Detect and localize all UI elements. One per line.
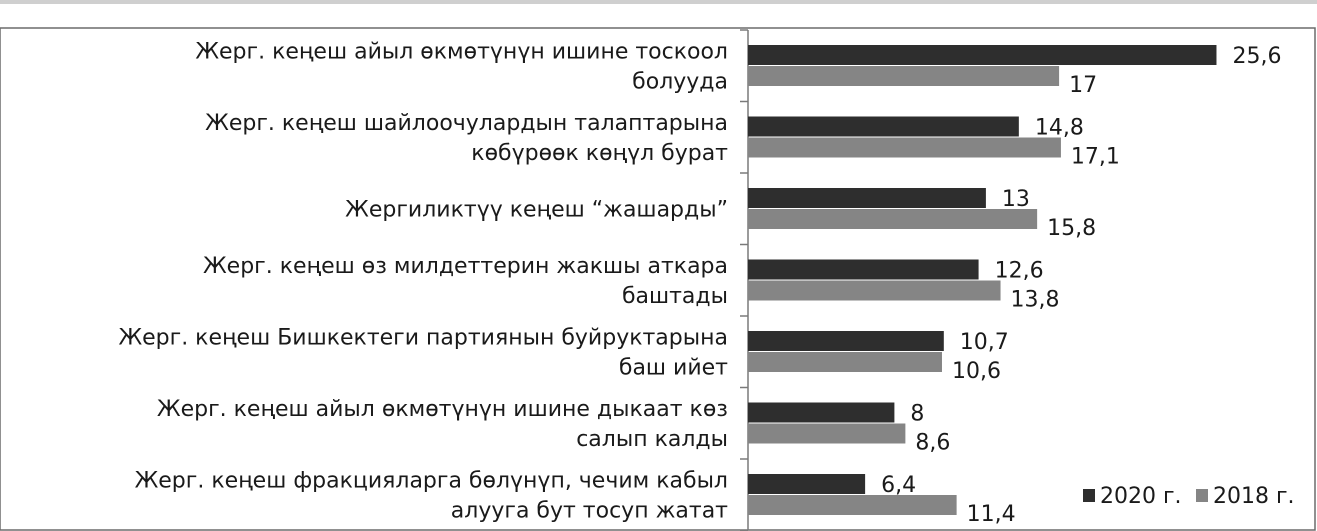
value-label-2018: 17 bbox=[1069, 73, 1097, 98]
value-label-2018: 13,8 bbox=[1011, 288, 1060, 313]
category-label: Жерг. кеңеш өз милдеттерин жакшы аткара б… bbox=[203, 254, 728, 309]
value-label-2018: 15,8 bbox=[1047, 216, 1096, 241]
category-label: Жерг. кеңеш айыл өкмөтүнүн ишине тоскоол… bbox=[195, 40, 728, 95]
value-label-2018: 10,6 bbox=[952, 359, 1001, 384]
bar-2018 bbox=[748, 137, 1061, 158]
legend-label-2020: 2020 г. bbox=[1100, 484, 1182, 509]
category-label-line: Жерг. кеңеш айыл өкмөтүнүн ишине дыкаат … bbox=[157, 397, 728, 422]
legend: 2020 г. 2018 г. bbox=[1083, 484, 1295, 509]
value-label-2020: 25,6 bbox=[1232, 44, 1281, 69]
category-label-line: Жерг. кеңеш өз милдеттерин жакшы аткара bbox=[203, 254, 728, 279]
value-label-2020: 8 bbox=[910, 402, 924, 427]
category-label-line: Жергиликтүү кеңеш “жашарды” bbox=[345, 198, 728, 223]
legend-swatch-2018 bbox=[1196, 489, 1208, 502]
bar-2018 bbox=[748, 66, 1060, 86]
category-label-line: алууга бут тосуп жатат bbox=[451, 499, 728, 524]
bar-2018 bbox=[748, 423, 906, 444]
category-label-line: көбүрөөк көңүл бурат bbox=[471, 141, 728, 166]
bar-2018 bbox=[748, 209, 1038, 229]
legend-label-2018: 2018 г. bbox=[1213, 484, 1295, 509]
category-label-line: болууда bbox=[632, 70, 728, 95]
legend-swatch-2020 bbox=[1083, 489, 1095, 502]
category-label-line: Жерг. кеңеш фракцияларга бөлүнүп, чечим … bbox=[135, 469, 728, 494]
bar-2020 bbox=[748, 259, 979, 280]
category-label-line: салып калды bbox=[576, 427, 728, 452]
value-label-2018: 8,6 bbox=[915, 431, 950, 456]
category-label: Жерг. кеңеш шайлоочулардын талаптарына кө… bbox=[205, 111, 728, 166]
bar-2020 bbox=[748, 402, 895, 423]
category-label-line: Жерг. кеңеш айыл өкмөтүнүн ишине тоскоол bbox=[195, 40, 728, 65]
bar-2018 bbox=[748, 352, 942, 372]
value-label-2018: 17,1 bbox=[1071, 145, 1120, 170]
bar-2020 bbox=[748, 188, 986, 208]
value-label-2020: 13 bbox=[1002, 187, 1030, 212]
category-label: Жерг. кеңеш фракцияларга бөлүнүп, чечим … bbox=[135, 469, 729, 524]
bar-2018 bbox=[748, 280, 1001, 301]
bar-2020 bbox=[748, 474, 866, 494]
value-label-2020: 14,8 bbox=[1035, 116, 1084, 141]
category-label: Жерг. кеңеш айыл өкмөтүнүн ишине дыкаат … bbox=[157, 397, 728, 452]
bar-2018 bbox=[748, 495, 957, 515]
value-label-2020: 6,4 bbox=[881, 473, 916, 498]
value-label-2020: 12,6 bbox=[995, 259, 1044, 284]
category-label-line: Жерг. кеңеш Бишкектеги партиянын буйрукт… bbox=[118, 326, 728, 351]
category-label-line: баш ийет bbox=[619, 356, 728, 381]
bar-2020 bbox=[748, 116, 1019, 137]
category-label: Жергиликтүү кеңеш “жашарды” bbox=[345, 198, 728, 223]
bar-2020 bbox=[748, 331, 944, 351]
plot-area: Жерг. кеңеш айыл өкмөтүнүн ишине тоскоол… bbox=[118, 29, 1281, 531]
category-label-line: баштады bbox=[622, 284, 728, 309]
value-label-2018: 11,4 bbox=[967, 502, 1016, 527]
chart-border bbox=[0, 27, 1316, 531]
category-label: Жерг. кеңеш Бишкектеги партиянын буйрукт… bbox=[118, 326, 728, 381]
value-label-2020: 10,7 bbox=[960, 330, 1009, 355]
category-label-line: Жерг. кеңеш шайлоочулардын талаптарына bbox=[205, 111, 728, 136]
bar-2020 bbox=[748, 45, 1217, 65]
